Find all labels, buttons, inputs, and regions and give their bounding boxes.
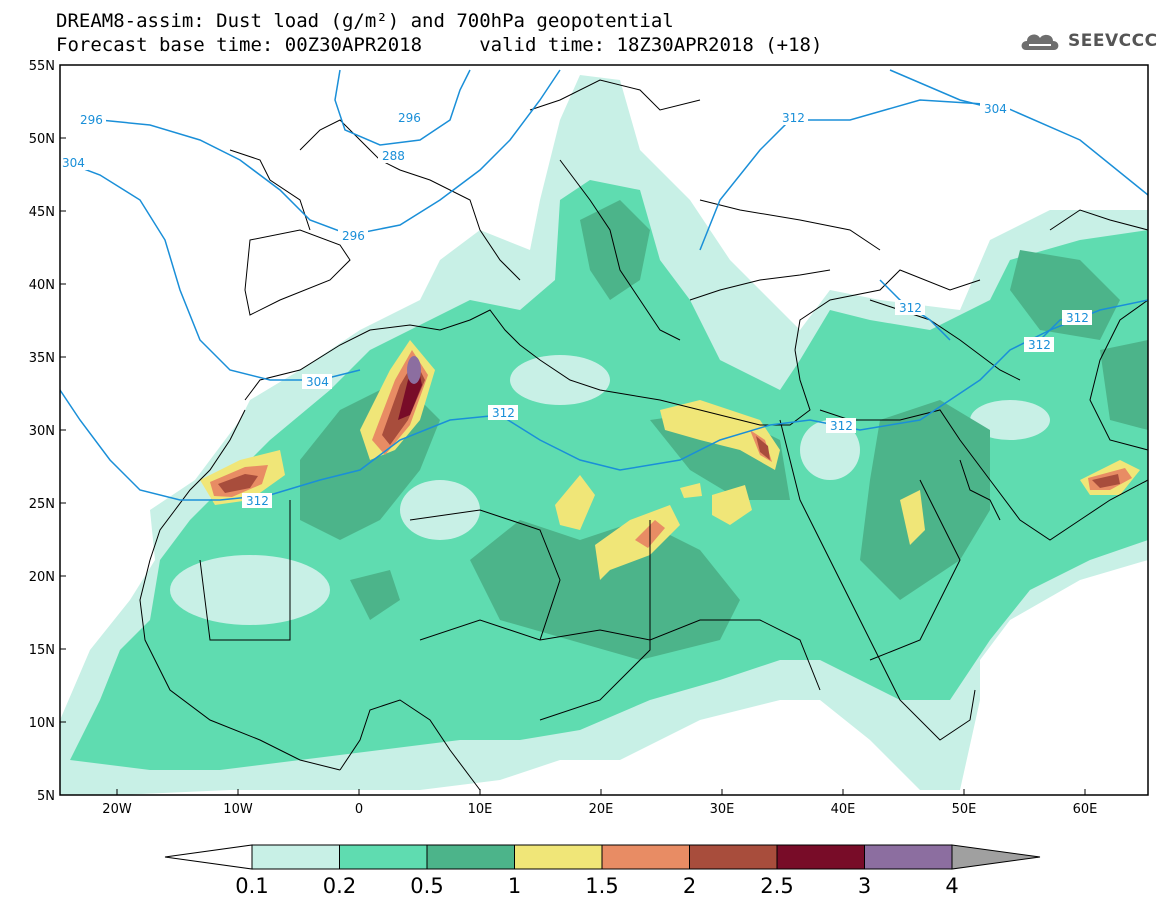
lat-label: 35N [29,351,55,366]
colorbar-segment [689,844,778,870]
contour-label: 312 [830,419,853,433]
lon-label: 40E [831,802,856,817]
lon-axis: 20W 10W 0 10E 20E 30E 40E 50E 60E [102,789,1097,817]
contour-label: 312 [492,406,515,420]
colorbar-label: 0.2 [323,874,356,898]
colorbar-low-arrow [164,844,253,870]
contour-label: 312 [1028,338,1051,352]
title-line-2: Forecast base time: 00Z30APR2018 valid t… [56,34,823,56]
colorbar-segment [601,844,690,870]
colorbar-label: 2 [683,874,696,898]
colorbar-label: 1 [508,874,521,898]
seevccc-logo: SEEVCCC [1018,26,1158,56]
lat-label: 40N [29,278,55,293]
lon-label: 50E [952,802,977,817]
lat-label: 25N [29,497,55,512]
lon-label: 60E [1073,802,1098,817]
contour-label: 304 [984,102,1007,116]
colorbar-segment [426,844,515,870]
cloud-logo-icon [1021,34,1059,50]
contour-label: 288 [382,149,405,163]
colorbar-high-arrow [951,844,1041,870]
contour-label: 312 [246,494,269,508]
colorbar-label: 2.5 [760,874,793,898]
lon-label: 0 [355,802,363,817]
contour-label: 296 [80,113,103,127]
colorbar-label: 3 [858,874,871,898]
contour-label: 312 [1066,311,1089,325]
lat-label: 55N [29,59,55,74]
lat-label: 10N [29,716,55,731]
lat-label: 5N [37,789,55,804]
lat-axis: 55N 50N 45N 40N 35N 30N 25N 20N 15N 10N … [29,59,66,804]
colorbar-label: 0.5 [410,874,443,898]
lat-label: 20N [29,570,55,585]
colorbar-segment [514,844,603,870]
colorbar-label: 4 [945,874,958,898]
colorbar-label: 0.1 [235,874,268,898]
lon-label: 30E [710,802,735,817]
contour-label: 312 [899,301,922,315]
colorbar-label: 1.5 [585,874,618,898]
colorbar-segment [339,844,428,870]
logo-text: SEEVCCC [1068,31,1158,51]
lat-label: 15N [29,643,55,658]
contour-label-group: 296 304 288 296 304 312 312 304 312 312 … [58,101,1092,508]
dust-field [60,75,1148,795]
lat-label: 30N [29,424,55,439]
contour-label: 304 [62,156,85,170]
lon-label: 20E [589,802,614,817]
colorbar-segment [251,844,340,870]
contour-label: 296 [398,111,421,125]
contour-label: 312 [782,111,805,125]
lat-label: 50N [29,132,55,147]
lat-label: 45N [29,205,55,220]
lon-label: 10E [468,802,493,817]
colorbar-segment [776,844,865,870]
lon-label: 20W [102,802,132,817]
colorbar: 0.1 0.2 0.5 1 1.5 2 2.5 3 4 [164,844,1041,898]
contour-label: 296 [342,229,365,243]
lon-label: 10W [223,802,253,817]
contour-label: 304 [306,375,329,389]
title-line-1: DREAM8-assim: Dust load (g/m²) and 700hP… [56,10,674,32]
colorbar-segment [864,844,953,870]
